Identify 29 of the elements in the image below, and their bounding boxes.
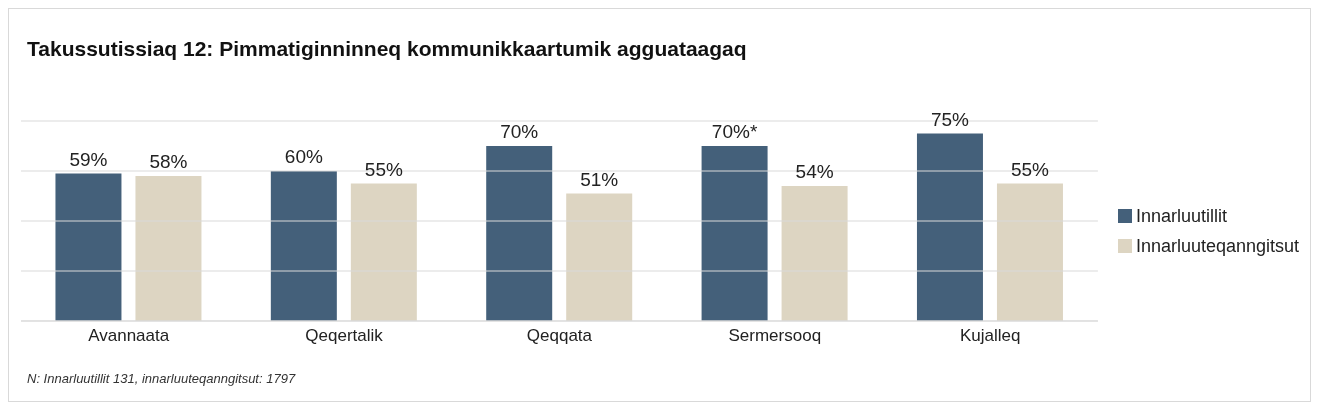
- bar: [916, 133, 983, 321]
- legend-label: Innarluuteqanngitsut: [1135, 235, 1299, 258]
- bar: [781, 186, 848, 321]
- data-label: 70%: [500, 121, 539, 142]
- data-label: 75%: [930, 108, 970, 130]
- data-label: 58%: [149, 151, 188, 172]
- bar: [270, 171, 337, 321]
- chart-title: Takussutissiaq 12: Pimmatiginninneq kommunikkaartumik agguataagaq: [27, 37, 747, 61]
- x-tick-label: Qeqertalik: [305, 326, 384, 346]
- bar: [135, 176, 202, 321]
- data-label: 70%*: [711, 121, 758, 142]
- data-label: 60%: [284, 146, 323, 167]
- x-tick-label: Sermersooq: [728, 326, 822, 346]
- data-label: 55%: [1010, 158, 1050, 180]
- bar: [701, 146, 768, 321]
- bar: [55, 173, 122, 321]
- text: N: Innarluutillit 131, innarluuteqanngitsut: 1797: [27, 371, 296, 386]
- bar: [566, 193, 633, 321]
- data-label: 54%: [795, 161, 834, 182]
- bar: [486, 146, 553, 321]
- x-tick-label: Qeqqata: [526, 326, 593, 346]
- x-tick-label: Kujalleq: [959, 326, 1021, 346]
- legend-label: Innarluutillit: [1135, 205, 1227, 228]
- bar: [350, 183, 417, 321]
- bar: [996, 183, 1063, 321]
- data-label: 55%: [364, 158, 403, 180]
- data-label: 51%: [580, 168, 619, 190]
- data-label: 59%: [69, 148, 108, 170]
- x-tick-label: Avannaata: [88, 326, 170, 346]
